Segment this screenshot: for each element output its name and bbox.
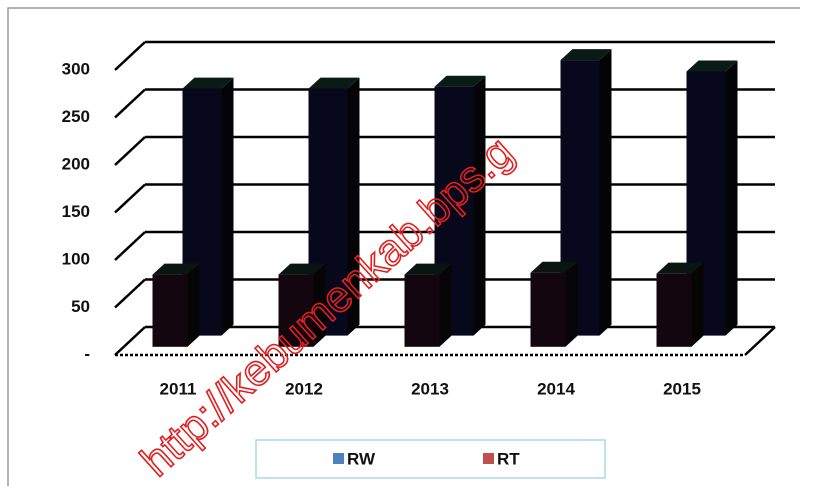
grid-line <box>114 326 146 356</box>
bar <box>152 263 200 347</box>
bar-side <box>565 261 578 347</box>
bar-top <box>308 77 360 89</box>
y-tick-label: 300 <box>62 59 90 78</box>
bar-side <box>347 77 360 336</box>
y-tick-label: 50 <box>71 297 90 316</box>
bar-top <box>182 77 234 89</box>
grid-line <box>114 278 146 309</box>
bar-top <box>560 49 612 61</box>
legend-label: RW <box>347 449 376 468</box>
y-tick-label: 100 <box>62 249 90 268</box>
y-tick-label: 250 <box>62 107 90 126</box>
bar-front <box>404 274 440 347</box>
legend-box <box>255 439 606 479</box>
bar-top <box>686 60 738 72</box>
grid-line <box>114 231 146 261</box>
bar-front <box>656 273 692 347</box>
bar-front <box>152 274 188 347</box>
bar-side <box>599 49 612 336</box>
y-tick-label: 200 <box>62 154 90 173</box>
grid-line <box>114 136 146 166</box>
bar-top <box>656 262 704 274</box>
legend-swatch <box>333 453 344 464</box>
bar-side <box>691 262 704 347</box>
bar-top <box>152 263 200 275</box>
legend-swatch <box>483 453 494 464</box>
grid-line <box>114 41 146 71</box>
frame <box>7 7 800 486</box>
bar-side <box>725 60 738 336</box>
bar <box>404 263 452 347</box>
bar-front <box>530 272 566 347</box>
bar <box>530 261 578 347</box>
x-tick-label: 2013 <box>411 379 449 398</box>
grid-line <box>114 88 146 119</box>
x-tick-label: 2011 <box>160 379 197 398</box>
y-tick-label: 150 <box>62 202 90 221</box>
bar-top <box>434 75 486 87</box>
x-tick-label: 2014 <box>537 379 575 398</box>
y-tick-label: - <box>84 344 90 363</box>
legend-label: RT <box>497 449 520 468</box>
bar-side <box>187 263 200 347</box>
bar <box>686 60 738 336</box>
bar-side <box>221 77 234 336</box>
bar-top <box>530 261 578 273</box>
bar-side <box>313 263 326 347</box>
bar-front <box>278 274 314 347</box>
bar <box>278 263 326 347</box>
floor-edge <box>744 326 776 356</box>
bar-top <box>278 263 326 275</box>
bar-side <box>439 263 452 347</box>
bar-top <box>404 263 452 275</box>
grid-line <box>114 183 146 214</box>
x-tick-label: 2012 <box>285 379 323 398</box>
bar-side <box>473 75 486 336</box>
bar <box>656 262 704 347</box>
x-tick-label: 2015 <box>663 379 701 398</box>
